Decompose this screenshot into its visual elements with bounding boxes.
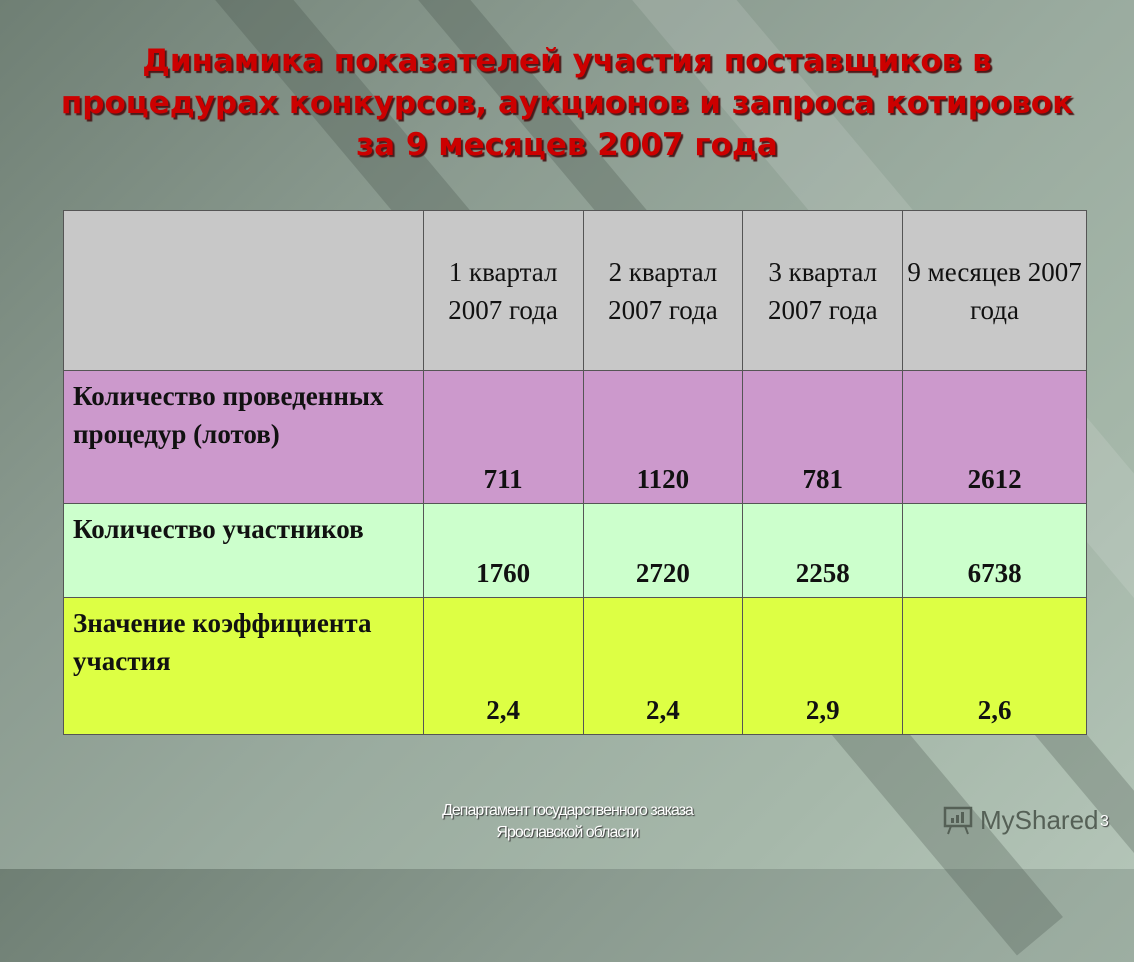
- cell-value: 6738: [902, 503, 1087, 598]
- cell-value: 2258: [742, 503, 904, 598]
- cell-value: 781: [742, 370, 904, 504]
- header-cell: 1 квартал 2007 года: [422, 210, 584, 371]
- cell-value: 2,6: [902, 597, 1087, 735]
- table-row: Значение коэффициента участия 2,4 2,4 2,…: [63, 597, 1087, 735]
- cell-value: 2612: [902, 370, 1087, 504]
- slide-number: 3: [1100, 813, 1109, 830]
- cell-value: 2720: [582, 503, 744, 598]
- cell-value: 1760: [422, 503, 584, 598]
- cell-value: 2,9: [742, 597, 904, 735]
- slide-title: Динамика показателей участия поставщиков…: [60, 43, 1074, 163]
- cell-value: 2,4: [422, 597, 584, 735]
- header-row: 1 квартал 2007 года 2 квартал 2007 года …: [63, 210, 1087, 371]
- cell-value: 711: [422, 370, 584, 504]
- header-cell: [63, 210, 424, 371]
- cell-value: 2,4: [582, 597, 744, 735]
- footer-line-1: Департамент государственного заказа: [442, 802, 694, 819]
- header-cell: 2 квартал 2007 года: [582, 210, 744, 371]
- header-cell: 9 месяцев 2007 года: [902, 210, 1087, 371]
- footer-line-2: Ярославской области: [496, 824, 639, 841]
- watermark-text: MyShared: [980, 805, 1099, 835]
- row-label: Значение коэффициента участия: [63, 597, 424, 735]
- row-label: Количество проведенных процедур (лотов): [63, 370, 424, 504]
- table-row: Количество участников 1760 2720 2258 673…: [63, 503, 1087, 598]
- presentation-board-icon: [943, 806, 973, 835]
- header-cell: 3 квартал 2007 года: [742, 210, 904, 371]
- data-table: 1 квартал 2007 года 2 квартал 2007 года …: [63, 210, 1087, 735]
- row-label: Количество участников: [63, 503, 424, 598]
- watermark-logo: MyShared: [942, 804, 1099, 836]
- table-row: Количество проведенных процедур (лотов) …: [63, 370, 1087, 504]
- cell-value: 1120: [582, 370, 744, 504]
- footer-text: Департамент государственного заказа Ярос…: [380, 800, 755, 844]
